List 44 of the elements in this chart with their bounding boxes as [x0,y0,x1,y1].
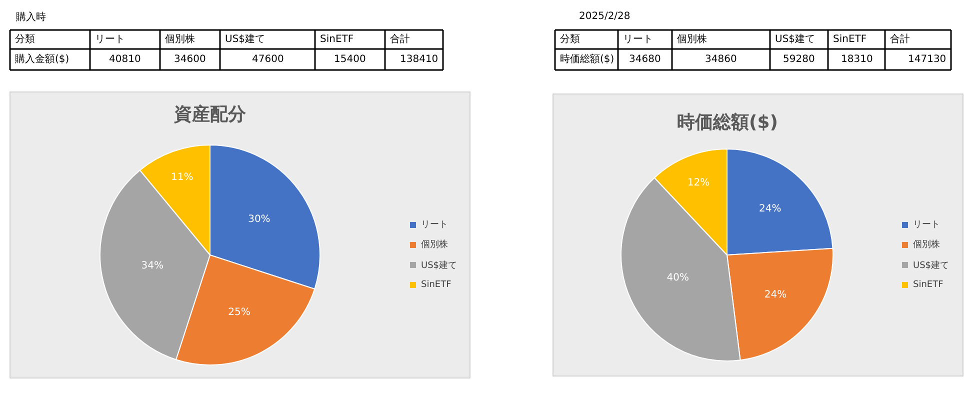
text: 合計 [390,33,410,45]
data-label: 30% [248,214,270,225]
data-label: 59280 [783,54,815,65]
text: 分類 [15,33,35,45]
data-label: 34% [141,260,164,272]
text: 購入金額($) [15,53,70,65]
category-label: SinETF [833,34,867,45]
legend-label: リート [421,220,448,230]
legend-label: SinETF [913,280,944,290]
data-label: 24% [764,290,787,301]
legend-label: SinETF [421,280,452,290]
legend-label: 個別株 [421,239,448,250]
data-label: 34860 [705,54,737,65]
category-label: US$建て [225,33,266,45]
legend-label: US$建て [913,260,950,271]
data-label: 25% [228,306,250,318]
category-label: SinETF [320,34,354,45]
category-label: リート [95,34,125,45]
data-label: 12% [687,177,710,188]
text: 購入時 [16,11,46,23]
chart-title: 時価総額($) [677,112,778,133]
text: 147130 [908,54,946,65]
data-label: 40% [666,272,689,284]
legend-label: US$建て [421,260,458,271]
data-label: 15400 [334,54,366,65]
category-label: リート [623,34,653,45]
category-label: 個別株 [165,33,195,45]
text: 時価総額($) [560,53,614,65]
legend-label: 個別株 [913,239,940,250]
data-label: 40810 [109,54,141,65]
data-label: 34600 [174,54,206,65]
chart-title: 資産配分 [173,104,247,125]
data-label: 24% [758,204,782,215]
text: 2025/2/28 [579,11,630,22]
data-label: 18310 [841,54,873,65]
data-label: 34680 [629,54,661,65]
category-label: US$建て [775,33,816,45]
text: 分類 [560,33,580,45]
legend-label: リート [913,220,940,230]
text: 138410 [400,54,438,65]
data-label: 47600 [252,54,284,65]
text: 合計 [890,33,910,45]
category-label: 個別株 [677,33,707,45]
data-label: 11% [171,172,194,184]
